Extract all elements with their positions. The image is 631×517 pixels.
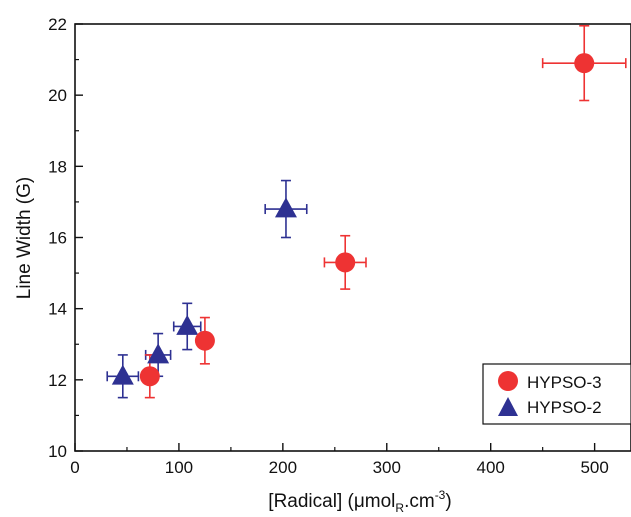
x-axis-title-close: ) [445,491,451,512]
x-tick-label: 0 [70,458,79,477]
y-tick-label: 12 [48,371,67,390]
x-axis-title: [Radical] (μmolR.cm-3) [268,488,451,515]
x-axis-title-mu: μ [354,491,365,512]
x-axis-ticks: 0 100 200 300 400 500 [70,443,609,477]
legend-marker-hypso-3 [498,371,518,391]
x-axis-title-unit: mol [365,491,396,512]
point-hypso-3 [139,366,160,387]
y-axis-title: Line Width (G) [14,177,35,299]
x-tick-label: 100 [165,458,193,477]
x-axis-title-subscript: R [395,501,404,515]
y-tick-label: 14 [48,300,67,319]
point-hypso-2 [111,364,134,385]
x-axis-title-superscript: -3 [435,488,446,502]
legend-label-hypso-3: HYPSO-3 [527,373,602,392]
data-markers [111,53,595,387]
y-tick-label: 20 [48,86,67,105]
x-axis-title-mid: .cm [404,491,435,512]
x-tick-label: 300 [373,458,401,477]
point-hypso-3 [335,252,356,273]
point-hypso-2 [274,197,297,218]
x-tick-label: 400 [477,458,505,477]
legend-label-hypso-2: HYPSO-2 [527,398,602,417]
point-hypso-2 [147,343,170,364]
x-tick-label: 200 [269,458,297,477]
x-tick-label: 500 [580,458,608,477]
y-tick-label: 18 [48,157,67,176]
error-bars [106,24,627,399]
y-tick-label: 16 [48,229,67,248]
y-axis-ticks: 10 12 14 16 18 20 22 [48,15,83,461]
point-hypso-2 [176,314,199,335]
point-hypso-3 [194,330,215,351]
legend: HYPSO-3 HYPSO-2 [482,363,631,425]
y-tick-label: 22 [48,15,67,34]
x-axis-title-main: [Radical] ( [268,491,354,512]
legend-marker-hypso-2 [498,397,518,416]
point-hypso-3 [574,53,595,74]
y-tick-label: 10 [48,442,67,461]
